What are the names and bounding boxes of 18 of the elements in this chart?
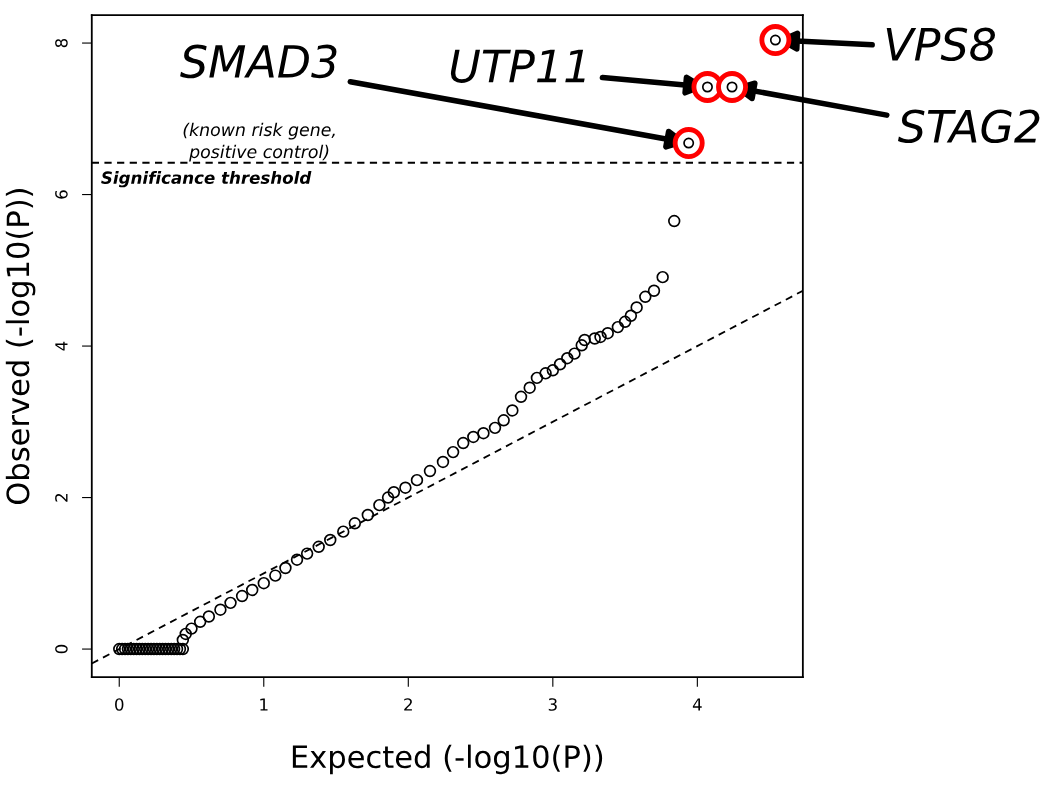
x-tick-label: 4 <box>692 698 702 711</box>
annotation: UTP11 <box>450 49 585 83</box>
x-tick-label: 2 <box>404 698 412 711</box>
x-axis-title: Expected (-log10(P)) <box>292 744 603 775</box>
y-tick-label: 4 <box>55 341 68 351</box>
x-tick-label: 3 <box>548 698 557 711</box>
annotation: STAG2 <box>898 109 1040 144</box>
x-tick-label: 1 <box>260 698 268 711</box>
x-tick-label: 0 <box>115 698 124 711</box>
y-axis-title: Observed (-log10(P)) <box>5 189 36 505</box>
annotation: (known risk gene, positive control) <box>183 122 335 162</box>
y-tick-label: 2 <box>55 493 68 502</box>
annotation: SMAD3 <box>180 44 337 79</box>
y-tick-label: 0 <box>55 644 68 654</box>
ref-line-label: Significance threshold <box>101 171 312 188</box>
y-tick-label: 8 <box>55 38 68 48</box>
y-tick-label: 6 <box>55 190 68 199</box>
annotation: VPS8 <box>886 27 996 62</box>
